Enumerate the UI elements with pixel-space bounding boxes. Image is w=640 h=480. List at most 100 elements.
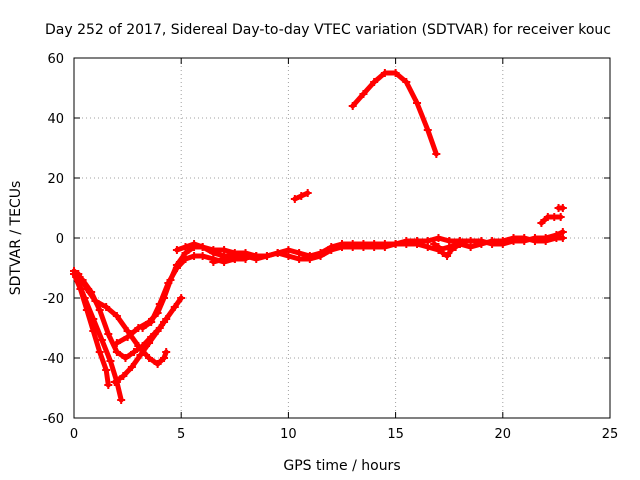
data-point (348, 243, 357, 251)
data-point (530, 237, 539, 245)
data-point (130, 348, 139, 356)
data-point (164, 279, 173, 287)
data-point (488, 237, 497, 245)
data-point (95, 348, 104, 356)
data-point (477, 240, 486, 248)
data-point (348, 102, 357, 110)
data-point (112, 348, 121, 356)
data-series-arc (110, 294, 186, 386)
data-point (198, 243, 207, 251)
y-axis-label: SDTVAR / TECUs (8, 181, 24, 296)
data-point (305, 255, 314, 263)
data-point (273, 249, 282, 257)
data-point (558, 204, 567, 212)
data-point (438, 249, 447, 257)
data-series-arc (348, 69, 441, 158)
y-tick-label: 0 (56, 232, 64, 247)
data-point (145, 354, 154, 362)
data-point (338, 243, 346, 251)
y-tick-label: -60 (43, 412, 64, 427)
x-tick-label: 0 (70, 427, 78, 442)
data-point (102, 366, 111, 374)
data-series-arc (430, 240, 464, 260)
x-tick-label: 25 (602, 427, 619, 442)
data-point (153, 360, 162, 368)
data-point (423, 243, 432, 251)
data-series-arc (72, 273, 126, 404)
y-tick-label: 40 (47, 112, 64, 127)
data-point (370, 78, 379, 86)
data-point (97, 336, 106, 344)
data-point (541, 237, 550, 245)
data-point (391, 240, 400, 248)
data-point (172, 264, 181, 272)
data-point (359, 90, 368, 98)
data-point (432, 150, 441, 158)
data-point (102, 303, 111, 311)
x-tick-label: 10 (280, 427, 297, 442)
data-point (430, 240, 439, 248)
data-point (252, 252, 261, 260)
data-point (145, 339, 154, 347)
data-point (181, 255, 190, 263)
data-point (91, 297, 100, 305)
data-point (153, 327, 162, 335)
y-tick-label: -40 (43, 352, 64, 367)
data-point (316, 252, 325, 260)
data-point (190, 240, 199, 248)
data-point (155, 300, 164, 308)
x-tick-label: 15 (387, 427, 404, 442)
data-point (520, 234, 529, 242)
data-point (127, 363, 136, 371)
data-point (434, 243, 443, 251)
data-point (509, 234, 518, 242)
data-series-arc (74, 270, 171, 368)
data-point (380, 69, 389, 77)
data-point (295, 255, 304, 263)
data-point (423, 126, 432, 134)
data-point (451, 243, 460, 251)
data-point (89, 315, 98, 323)
data-series-arc (209, 252, 271, 266)
series-line (140, 253, 248, 331)
data-series-arc (290, 189, 312, 203)
data-point (170, 303, 179, 311)
data-point (297, 192, 306, 200)
grid (74, 58, 610, 418)
data-point (162, 315, 171, 323)
data-point (117, 396, 126, 404)
data-point (209, 258, 218, 266)
data-point (190, 252, 199, 260)
data-point (74, 270, 83, 278)
data-point (284, 252, 293, 260)
data-point (138, 324, 147, 332)
data-point (466, 243, 475, 251)
data-point (172, 246, 181, 254)
y-tick-label: -20 (43, 292, 64, 307)
data-point (80, 294, 89, 302)
data-point (119, 372, 128, 380)
data-point (106, 357, 115, 365)
data-point (303, 189, 312, 197)
data-point (370, 243, 379, 251)
data-point (402, 78, 411, 86)
data-point (413, 99, 422, 107)
data-point (121, 354, 130, 362)
data-point (162, 348, 171, 356)
data-point (147, 318, 156, 326)
data-point (402, 240, 411, 248)
data-point (112, 339, 121, 347)
data-point (290, 195, 299, 203)
data-point (380, 243, 389, 251)
data-point (241, 252, 250, 260)
data-point (112, 312, 121, 320)
data-point (262, 252, 271, 260)
y-tick-label: 60 (47, 52, 64, 67)
data-point (136, 351, 145, 359)
y-tick-label: 20 (47, 172, 64, 187)
x-tick-label: 20 (495, 427, 512, 442)
data-point (537, 219, 546, 227)
data-point (104, 381, 113, 389)
x-tick-label: 5 (177, 427, 185, 442)
